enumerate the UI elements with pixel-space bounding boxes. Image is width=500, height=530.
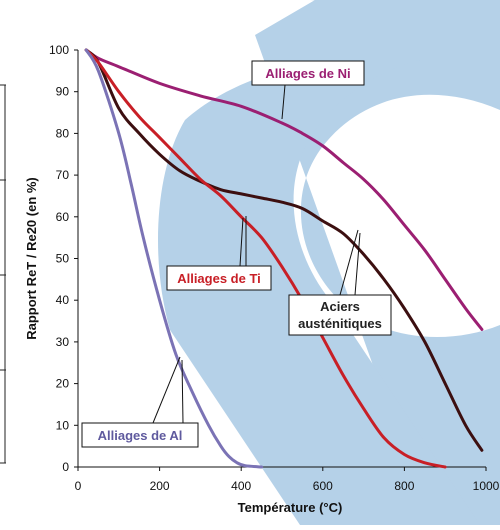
x-tick-label: 600 xyxy=(313,479,333,493)
callout-box xyxy=(288,294,392,336)
callout-label-line: Aciers xyxy=(320,299,360,314)
y-tick-label: 60 xyxy=(56,210,70,224)
y-tick-label: 80 xyxy=(56,126,70,140)
callout-leader-line xyxy=(354,232,361,296)
y-tick-label: 100 xyxy=(49,43,69,57)
y-tick-label: 90 xyxy=(56,85,70,99)
x-tick-label: 200 xyxy=(150,479,170,493)
callout-leader-line xyxy=(239,217,244,267)
y-tick-label: 10 xyxy=(56,418,70,432)
callout-box xyxy=(251,60,365,86)
x-tick-label: 400 xyxy=(231,479,251,493)
callout-box xyxy=(166,265,272,291)
callout-leader-line xyxy=(281,84,286,120)
series-line-alliages-de-ti xyxy=(84,48,447,469)
x-tick-label: 800 xyxy=(394,479,414,493)
callout-alliages-de-al: Alliages de Al xyxy=(81,356,199,448)
watermark-swoosh-shape xyxy=(158,60,480,525)
callout-leader-line xyxy=(152,356,181,424)
callout-label-line: austénitiques xyxy=(298,316,382,331)
callout-leader-line xyxy=(339,229,359,296)
x-axis-title: Température (°C) xyxy=(238,500,343,515)
series-line-alliages-de-ni xyxy=(84,48,484,331)
callout-layer: Alliages de Ni Aciers austénitiques Alliage… xyxy=(81,60,392,448)
y-tick-label: 50 xyxy=(56,252,70,266)
x-tick-label: 1000 xyxy=(473,479,500,493)
callout-box xyxy=(81,422,199,448)
y-tick-label: 40 xyxy=(56,293,70,307)
y-tick-label: 70 xyxy=(56,168,70,182)
y-axis-title: Rapport ReT / Re20 (en %) xyxy=(24,177,39,340)
page-edge-marks xyxy=(0,84,6,464)
callout-label: Alliages de Al xyxy=(98,428,183,443)
y-tick-label: 30 xyxy=(56,335,70,349)
y-tick-label: 20 xyxy=(56,377,70,391)
watermark-arc-shape xyxy=(255,0,500,525)
callout-aciers-austenitiques: Aciers austénitiques xyxy=(288,229,392,336)
background-watermark xyxy=(158,0,500,525)
callout-leader-line xyxy=(181,359,184,424)
x-tick-label: 0 xyxy=(75,479,82,493)
callout-label: Alliages de Ti xyxy=(177,271,261,286)
callout-label: Alliages de Ni xyxy=(265,66,350,81)
y-tick-label: 0 xyxy=(62,460,69,474)
callout-alliages-de-ti: Alliages de Ti xyxy=(166,216,272,291)
series-line-aciers-austenitiques xyxy=(84,48,484,452)
callout-alliages-de-ni: Alliages de Ni xyxy=(251,60,365,120)
